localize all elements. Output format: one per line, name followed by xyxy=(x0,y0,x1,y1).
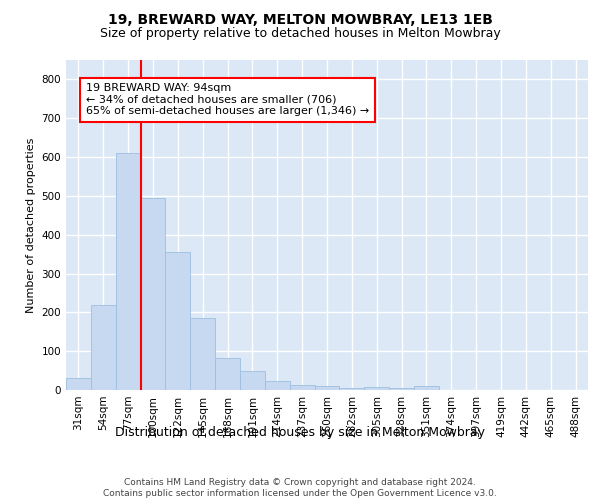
Text: 19 BREWARD WAY: 94sqm
← 34% of detached houses are smaller (706)
65% of semi-det: 19 BREWARD WAY: 94sqm ← 34% of detached … xyxy=(86,84,369,116)
Bar xyxy=(66,378,91,390)
Bar xyxy=(364,388,389,390)
Text: Contains HM Land Registry data © Crown copyright and database right 2024.
Contai: Contains HM Land Registry data © Crown c… xyxy=(103,478,497,498)
Bar xyxy=(215,358,240,390)
Bar xyxy=(340,388,364,390)
Text: Distribution of detached houses by size in Melton Mowbray: Distribution of detached houses by size … xyxy=(115,426,485,439)
Bar xyxy=(290,384,314,390)
Bar xyxy=(414,386,439,390)
Bar xyxy=(166,252,190,390)
Bar xyxy=(190,318,215,390)
Bar xyxy=(91,304,116,390)
Bar xyxy=(314,386,340,390)
Bar xyxy=(389,388,414,390)
Bar xyxy=(116,153,140,390)
Y-axis label: Number of detached properties: Number of detached properties xyxy=(26,138,36,312)
Text: Size of property relative to detached houses in Melton Mowbray: Size of property relative to detached ho… xyxy=(100,28,500,40)
Text: 19, BREWARD WAY, MELTON MOWBRAY, LE13 1EB: 19, BREWARD WAY, MELTON MOWBRAY, LE13 1E… xyxy=(107,12,493,26)
Bar xyxy=(140,198,166,390)
Bar xyxy=(265,382,290,390)
Bar xyxy=(240,370,265,390)
